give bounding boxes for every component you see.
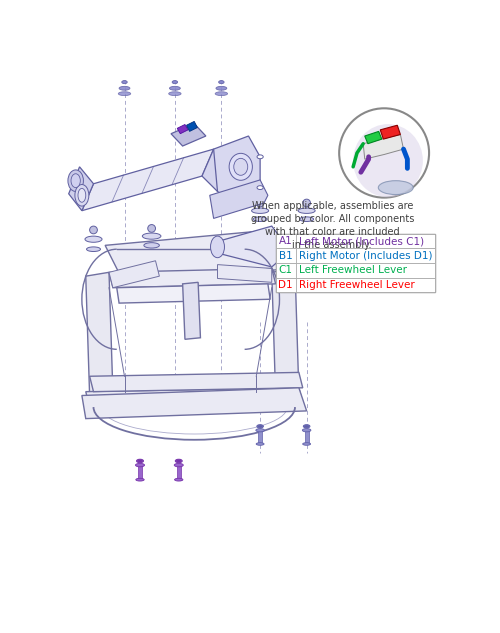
Ellipse shape <box>85 236 102 242</box>
Ellipse shape <box>136 463 144 467</box>
Ellipse shape <box>138 460 142 462</box>
Ellipse shape <box>256 442 264 445</box>
Polygon shape <box>380 125 400 139</box>
Polygon shape <box>177 125 188 134</box>
Ellipse shape <box>257 425 264 428</box>
Ellipse shape <box>218 80 224 84</box>
Polygon shape <box>363 134 404 159</box>
Polygon shape <box>202 149 229 191</box>
Ellipse shape <box>78 189 86 202</box>
FancyBboxPatch shape <box>276 234 296 248</box>
Polygon shape <box>258 431 262 444</box>
Polygon shape <box>105 230 291 284</box>
Polygon shape <box>218 226 284 267</box>
Ellipse shape <box>258 425 262 427</box>
FancyBboxPatch shape <box>276 278 434 292</box>
Ellipse shape <box>174 479 183 481</box>
Ellipse shape <box>256 429 264 432</box>
Text: Right Freewheel Lever: Right Freewheel Lever <box>299 280 414 290</box>
Polygon shape <box>272 268 299 396</box>
Ellipse shape <box>304 425 310 428</box>
Circle shape <box>90 226 98 234</box>
Ellipse shape <box>298 208 315 213</box>
FancyBboxPatch shape <box>276 263 434 278</box>
Ellipse shape <box>302 429 311 432</box>
Text: Right Motor (Includes D1): Right Motor (Includes D1) <box>299 251 432 261</box>
Ellipse shape <box>176 460 181 462</box>
Text: When applicable, assemblies are
grouped by color. All components
with that color: When applicable, assemblies are grouped … <box>250 201 414 250</box>
Ellipse shape <box>118 92 130 96</box>
Text: D1: D1 <box>278 280 293 290</box>
Ellipse shape <box>300 217 314 222</box>
Ellipse shape <box>252 208 268 213</box>
Ellipse shape <box>353 124 423 197</box>
FancyBboxPatch shape <box>276 263 296 278</box>
Polygon shape <box>109 261 160 288</box>
Ellipse shape <box>215 92 228 96</box>
Ellipse shape <box>229 153 252 180</box>
Polygon shape <box>214 136 260 199</box>
Ellipse shape <box>136 479 144 481</box>
Polygon shape <box>90 372 303 392</box>
Ellipse shape <box>170 86 180 91</box>
Polygon shape <box>210 180 268 218</box>
Polygon shape <box>186 122 198 132</box>
Polygon shape <box>176 466 181 480</box>
Text: Left Motor (Includes C1): Left Motor (Includes C1) <box>299 236 424 246</box>
Ellipse shape <box>71 173 81 187</box>
Ellipse shape <box>168 92 181 96</box>
Ellipse shape <box>174 463 184 467</box>
Ellipse shape <box>68 170 84 191</box>
FancyBboxPatch shape <box>276 234 434 248</box>
Circle shape <box>148 225 156 232</box>
Ellipse shape <box>144 242 160 248</box>
Circle shape <box>256 199 264 207</box>
Text: C1: C1 <box>278 265 292 275</box>
Polygon shape <box>68 167 94 211</box>
Ellipse shape <box>234 158 247 175</box>
Circle shape <box>303 199 310 207</box>
FancyBboxPatch shape <box>276 248 434 263</box>
Text: A1: A1 <box>279 236 292 246</box>
Polygon shape <box>109 268 276 288</box>
Polygon shape <box>82 149 214 211</box>
Ellipse shape <box>142 233 161 239</box>
Circle shape <box>339 108 429 197</box>
Polygon shape <box>138 466 142 480</box>
Polygon shape <box>86 388 303 407</box>
Polygon shape <box>218 265 272 282</box>
Polygon shape <box>182 282 200 339</box>
Ellipse shape <box>302 442 310 445</box>
Polygon shape <box>117 284 270 303</box>
Ellipse shape <box>378 180 413 194</box>
Ellipse shape <box>119 86 130 91</box>
Ellipse shape <box>253 217 267 222</box>
Polygon shape <box>365 132 382 144</box>
FancyBboxPatch shape <box>276 248 296 263</box>
Polygon shape <box>82 388 306 418</box>
Polygon shape <box>86 272 113 396</box>
Ellipse shape <box>304 425 309 427</box>
Ellipse shape <box>257 155 263 159</box>
Ellipse shape <box>216 86 227 91</box>
Ellipse shape <box>210 236 224 258</box>
Ellipse shape <box>86 247 101 251</box>
Ellipse shape <box>122 80 127 84</box>
FancyBboxPatch shape <box>276 234 434 292</box>
Text: B1: B1 <box>279 251 292 261</box>
Ellipse shape <box>257 185 263 189</box>
Ellipse shape <box>176 459 182 463</box>
Ellipse shape <box>75 185 89 206</box>
Polygon shape <box>304 431 308 444</box>
Ellipse shape <box>172 80 178 84</box>
Polygon shape <box>171 123 206 146</box>
Ellipse shape <box>136 459 143 463</box>
FancyBboxPatch shape <box>276 278 296 292</box>
Text: Left Freewheel Lever: Left Freewheel Lever <box>299 265 407 275</box>
